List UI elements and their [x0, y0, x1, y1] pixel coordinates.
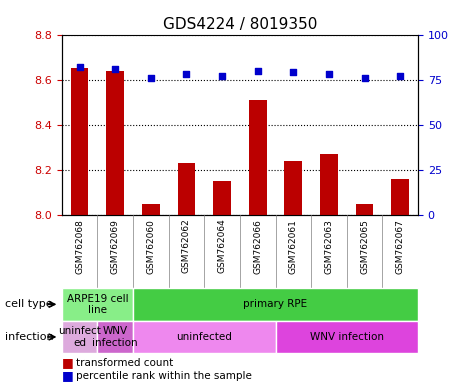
Text: primary RPE: primary RPE — [243, 299, 308, 310]
Text: GSM762065: GSM762065 — [360, 219, 369, 273]
Point — [325, 71, 332, 77]
Text: GSM762063: GSM762063 — [324, 219, 333, 273]
Text: WNV infection: WNV infection — [310, 332, 384, 342]
Text: WNV
infection: WNV infection — [92, 326, 138, 348]
Bar — [62, 288, 133, 321]
Text: percentile rank within the sample: percentile rank within the sample — [76, 371, 252, 381]
Text: GSM762064: GSM762064 — [218, 219, 227, 273]
Bar — [133, 288, 418, 321]
Text: GSM762060: GSM762060 — [146, 219, 155, 273]
Point — [254, 68, 261, 74]
Bar — [142, 204, 160, 215]
Point — [111, 66, 119, 72]
Bar — [97, 321, 133, 353]
Text: ■: ■ — [62, 356, 74, 369]
Bar — [133, 321, 276, 353]
Bar — [178, 163, 195, 215]
Bar — [249, 100, 266, 215]
Bar — [213, 181, 231, 215]
Bar — [391, 179, 409, 215]
Text: transformed count: transformed count — [76, 358, 173, 368]
Point — [218, 73, 226, 79]
Title: GDS4224 / 8019350: GDS4224 / 8019350 — [162, 17, 317, 32]
Point — [361, 75, 369, 81]
Point — [182, 71, 190, 77]
Bar — [356, 204, 373, 215]
Bar — [285, 161, 302, 215]
Text: uninfected: uninfected — [176, 332, 232, 342]
Bar — [71, 68, 88, 215]
Text: GSM762066: GSM762066 — [253, 219, 262, 273]
Point — [76, 64, 84, 70]
Point — [396, 73, 404, 79]
Text: GSM762067: GSM762067 — [396, 219, 405, 273]
Text: uninfect
ed: uninfect ed — [58, 326, 101, 348]
Bar — [62, 321, 97, 353]
Bar — [320, 154, 338, 215]
Text: ■: ■ — [62, 369, 74, 382]
Text: infection: infection — [5, 332, 53, 342]
Point — [147, 75, 155, 81]
Text: GSM762061: GSM762061 — [289, 219, 298, 273]
Text: GSM762062: GSM762062 — [182, 219, 191, 273]
Bar — [106, 71, 124, 215]
Point — [289, 70, 297, 76]
Text: GSM762069: GSM762069 — [111, 219, 120, 273]
Text: ARPE19 cell
line: ARPE19 cell line — [66, 293, 128, 315]
Bar — [276, 321, 418, 353]
Text: cell type: cell type — [5, 299, 52, 310]
Text: GSM762068: GSM762068 — [75, 219, 84, 273]
